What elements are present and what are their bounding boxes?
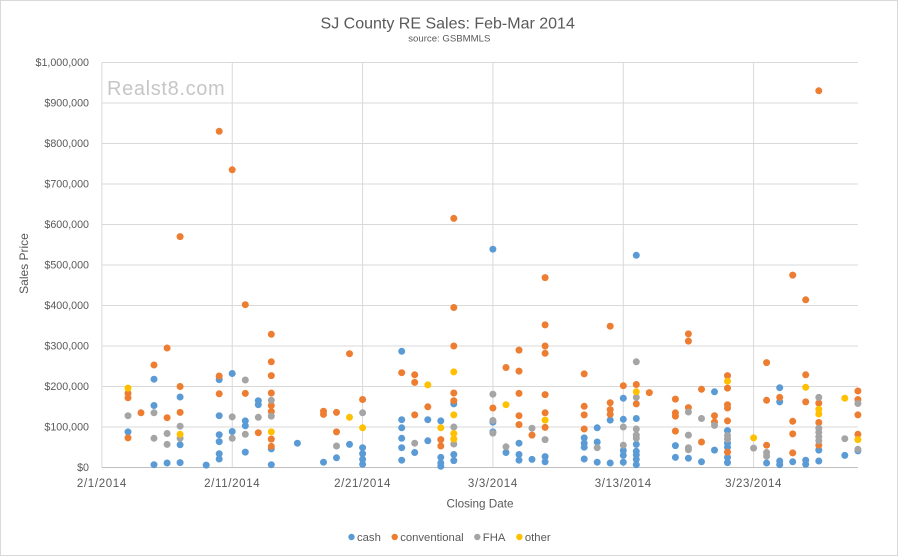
svg-text:$800,000: $800,000 [44, 138, 89, 150]
svg-text:cash: cash [357, 532, 381, 544]
svg-text:$500,000: $500,000 [44, 260, 89, 272]
svg-text:$300,000: $300,000 [44, 341, 89, 353]
svg-text:$200,000: $200,000 [44, 381, 89, 393]
svg-text:$0: $0 [77, 462, 89, 474]
svg-text:$700,000: $700,000 [44, 179, 89, 191]
svg-text:$1,000,000: $1,000,000 [36, 57, 90, 69]
svg-text:2/11/2014: 2/11/2014 [204, 478, 260, 490]
svg-text:other: other [525, 532, 551, 544]
svg-text:FHA: FHA [483, 532, 506, 544]
svg-text:SJ County RE Sales: Feb-Mar 20: SJ County RE Sales: Feb-Mar 2014 [321, 16, 575, 33]
svg-text:3/23/2014: 3/23/2014 [725, 478, 782, 490]
svg-text:source: GSBMMLS: source: GSBMMLS [408, 34, 490, 45]
svg-text:Closing Date: Closing Date [447, 498, 514, 511]
svg-text:$100,000: $100,000 [44, 422, 89, 434]
svg-text:$600,000: $600,000 [44, 219, 89, 231]
svg-text:conventional: conventional [400, 532, 463, 544]
svg-text:3/13/2014: 3/13/2014 [595, 478, 652, 490]
svg-text:$900,000: $900,000 [44, 98, 89, 110]
svg-text:Realst8.com: Realst8.com [107, 78, 225, 100]
svg-text:2/21/2014: 2/21/2014 [334, 478, 391, 490]
svg-text:2/1/2014: 2/1/2014 [77, 478, 127, 490]
svg-text:$400,000: $400,000 [44, 300, 89, 312]
svg-text:Sales Price: Sales Price [17, 233, 31, 294]
svg-text:3/3/2014: 3/3/2014 [468, 478, 518, 490]
